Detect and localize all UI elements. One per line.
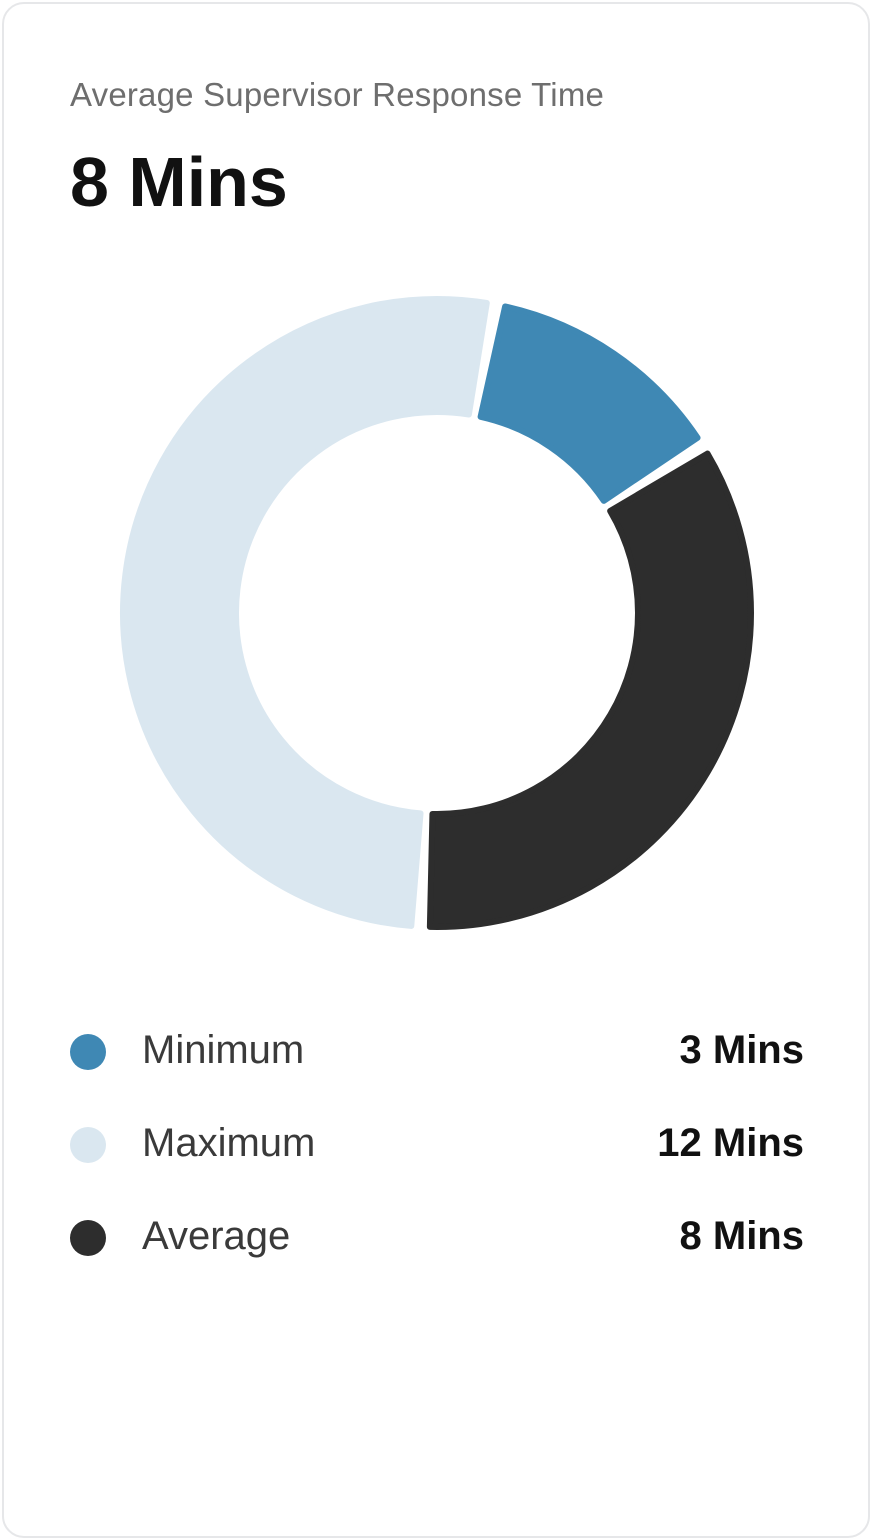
legend-item-minimum: Minimum 3 Mins xyxy=(70,1008,804,1101)
donut-chart xyxy=(119,296,754,930)
legend-item-average: Average 8 Mins xyxy=(70,1194,804,1287)
legend-label-maximum: Maximum xyxy=(142,1121,316,1165)
legend-dot-minimum xyxy=(70,1034,106,1070)
legend-label-average: Average xyxy=(142,1214,291,1258)
legend-dot-maximum xyxy=(70,1127,106,1163)
legend-label-minimum: Minimum xyxy=(142,1028,305,1072)
card-subtitle: Average Supervisor Response Time xyxy=(70,76,605,113)
chart-legend: Minimum 3 Mins Maximum 12 Mins Average 8… xyxy=(70,1008,804,1287)
donut-slice-average xyxy=(426,450,754,930)
donut-slice-minimum xyxy=(477,303,701,504)
donut-slice-maximum xyxy=(119,296,490,929)
headline-value: 8 Mins xyxy=(70,143,288,221)
legend-value-minimum: 3 Mins xyxy=(679,1028,804,1072)
legend-dot-average xyxy=(70,1220,106,1256)
legend-value-maximum: 12 Mins xyxy=(657,1121,804,1165)
legend-item-maximum: Maximum 12 Mins xyxy=(70,1101,804,1194)
legend-value-average: 8 Mins xyxy=(679,1214,804,1258)
